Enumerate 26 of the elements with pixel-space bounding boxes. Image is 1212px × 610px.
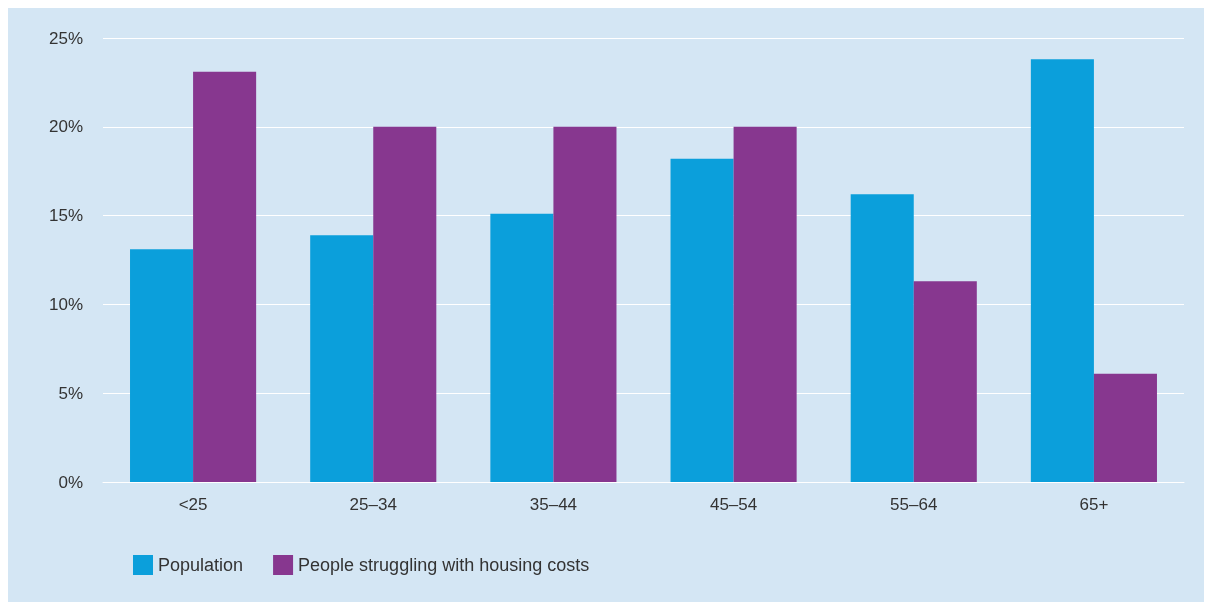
- bar: [913, 281, 977, 482]
- y-tick-label: 10%: [48, 294, 83, 314]
- bar: [670, 158, 734, 482]
- y-tick-label: 5%: [58, 383, 83, 403]
- bar: [1093, 373, 1157, 482]
- y-tick-label: 15%: [48, 206, 83, 226]
- y-tick-label: 20%: [48, 117, 83, 137]
- bar: [130, 249, 194, 482]
- bar: [1030, 59, 1094, 482]
- bar: [310, 235, 374, 482]
- x-tick-label: <25: [178, 495, 208, 514]
- y-tick-label: 25%: [48, 28, 83, 48]
- legend-label: Population: [158, 555, 244, 575]
- bar: [193, 71, 257, 482]
- bar: [553, 126, 617, 482]
- x-tick-label: 45–54: [709, 495, 758, 514]
- y-tick-label: 0%: [58, 472, 83, 492]
- bar: [490, 213, 554, 482]
- x-tick-label: 25–34: [349, 495, 397, 514]
- x-tick-label: 65+: [1079, 495, 1109, 514]
- bar: [373, 126, 437, 482]
- bar: [733, 126, 797, 482]
- bar: [850, 194, 914, 482]
- legend-label: People struggling with housing costs: [298, 555, 590, 575]
- x-tick-label: 55–64: [890, 495, 938, 514]
- x-tick-label: 35–44: [529, 495, 578, 514]
